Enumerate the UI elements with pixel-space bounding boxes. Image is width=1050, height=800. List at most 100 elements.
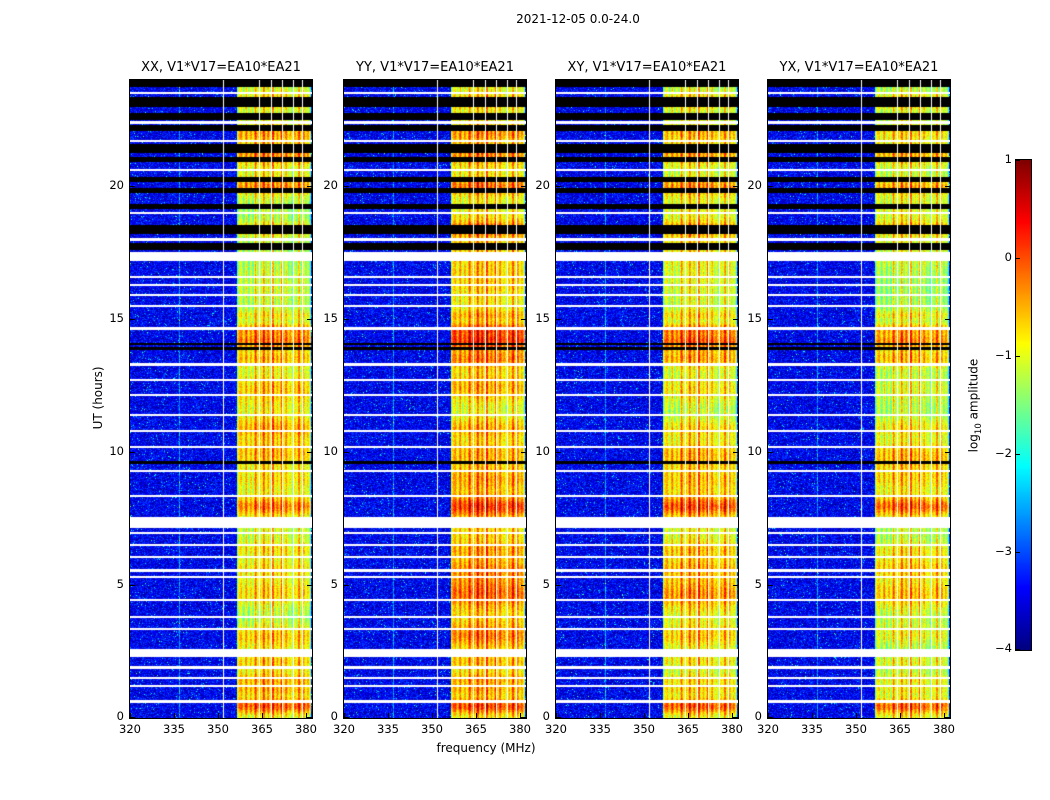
y-tick-mark	[130, 452, 135, 453]
x-tick-label: 380	[509, 722, 531, 736]
x-tick-label: 365	[889, 722, 911, 736]
figure-title: 2021-12-05 0.0-24.0	[516, 12, 640, 26]
y-tick-mark	[344, 319, 349, 320]
y-tick-label: 0	[116, 709, 124, 723]
y-tick-label: 5	[754, 577, 762, 591]
y-tick-mark	[556, 186, 561, 187]
y-tick-mark	[344, 186, 349, 187]
y-tick-mark	[307, 319, 312, 320]
x-tick-mark	[812, 713, 813, 718]
y-tick-mark	[733, 452, 738, 453]
x-tick-mark	[812, 80, 813, 85]
y-tick-mark	[945, 717, 950, 718]
colorbar-tick-mark	[1016, 258, 1020, 259]
x-tick-mark	[262, 80, 263, 85]
y-tick-mark	[768, 452, 773, 453]
y-tick-mark	[344, 717, 349, 718]
x-tick-mark	[130, 713, 131, 718]
y-tick-label: 20	[747, 178, 762, 192]
x-tick-label: 380	[295, 722, 317, 736]
y-tick-mark	[768, 319, 773, 320]
x-tick-mark	[218, 713, 219, 718]
y-tick-label: 5	[116, 577, 124, 591]
y-tick-mark	[521, 585, 526, 586]
y-tick-mark	[733, 585, 738, 586]
y-tick-mark	[733, 186, 738, 187]
y-tick-label: 5	[542, 577, 550, 591]
y-tick-label: 20	[535, 178, 550, 192]
y-tick-mark	[733, 319, 738, 320]
y-axis-label: UT (hours)	[91, 366, 106, 430]
x-tick-label: 350	[207, 722, 229, 736]
y-tick-mark	[130, 585, 135, 586]
y-tick-mark	[945, 319, 950, 320]
y-tick-mark	[768, 186, 773, 187]
x-tick-mark	[476, 713, 477, 718]
y-tick-mark	[556, 319, 561, 320]
colorbar-tick-label: −2	[995, 446, 1012, 460]
panel-title: XY, V1*V17=EA10*EA21	[567, 60, 727, 75]
y-tick-mark	[344, 452, 349, 453]
y-tick-mark	[344, 585, 349, 586]
x-tick-mark	[556, 80, 557, 85]
x-tick-mark	[262, 713, 263, 718]
colorbar-label-post: amplitude	[966, 358, 981, 424]
x-tick-mark	[432, 713, 433, 718]
y-tick-label: 15	[109, 311, 124, 325]
x-tick-mark	[768, 80, 769, 85]
colorbar-tick-label: −4	[995, 641, 1012, 655]
y-tick-mark	[521, 717, 526, 718]
y-tick-mark	[130, 186, 135, 187]
y-tick-mark	[130, 319, 135, 320]
y-tick-mark	[556, 452, 561, 453]
x-tick-label: 335	[163, 722, 185, 736]
y-tick-label: 20	[109, 178, 124, 192]
x-tick-label: 335	[801, 722, 823, 736]
x-tick-label: 320	[333, 722, 355, 736]
x-tick-mark	[688, 80, 689, 85]
y-tick-mark	[945, 585, 950, 586]
x-tick-label: 350	[845, 722, 867, 736]
colorbar-label-pre: log	[966, 434, 981, 453]
x-tick-mark	[520, 80, 521, 85]
x-tick-label: 380	[721, 722, 743, 736]
panel-title: YY, V1*V17=EA10*EA21	[356, 60, 514, 75]
x-tick-mark	[344, 80, 345, 85]
x-tick-mark	[174, 713, 175, 718]
y-tick-label: 15	[535, 311, 550, 325]
x-tick-mark	[388, 80, 389, 85]
y-tick-mark	[307, 717, 312, 718]
x-tick-label: 335	[377, 722, 399, 736]
colorbar-tick-label: −3	[995, 544, 1012, 558]
y-tick-mark	[945, 452, 950, 453]
x-tick-mark	[944, 713, 945, 718]
y-tick-mark	[945, 186, 950, 187]
y-tick-label: 15	[323, 311, 338, 325]
x-tick-mark	[600, 80, 601, 85]
colorbar-tick-mark	[1016, 649, 1020, 650]
y-tick-mark	[307, 186, 312, 187]
x-tick-label: 380	[933, 722, 955, 736]
y-tick-mark	[521, 186, 526, 187]
y-tick-label: 10	[323, 444, 338, 458]
y-tick-mark	[556, 717, 561, 718]
x-tick-mark	[306, 80, 307, 85]
colorbar-tick-label: −1	[995, 348, 1012, 362]
panel-title: XX, V1*V17=EA10*EA21	[141, 60, 301, 75]
y-tick-label: 20	[323, 178, 338, 192]
spectrogram-panel-4	[767, 79, 951, 719]
y-tick-mark	[521, 452, 526, 453]
colorbar-tick-mark	[1016, 160, 1020, 161]
y-tick-mark	[768, 585, 773, 586]
y-tick-label: 0	[330, 709, 338, 723]
x-axis-label: frequency (MHz)	[436, 741, 536, 755]
colorbar-tick-label: 1	[1004, 152, 1012, 166]
y-tick-mark	[521, 319, 526, 320]
x-tick-label: 320	[545, 722, 567, 736]
x-tick-mark	[174, 80, 175, 85]
y-tick-mark	[130, 717, 135, 718]
x-tick-mark	[900, 80, 901, 85]
colorbar-tick-mark	[1016, 454, 1020, 455]
panel-title: YX, V1*V17=EA10*EA21	[779, 60, 939, 75]
